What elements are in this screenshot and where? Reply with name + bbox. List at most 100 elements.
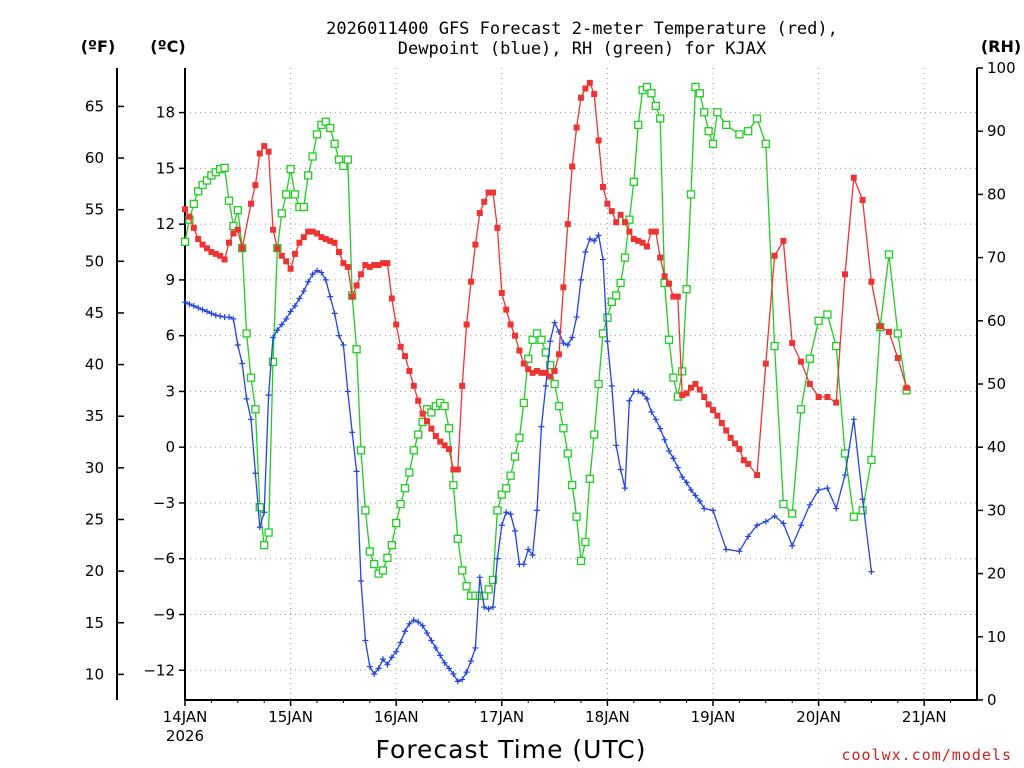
data-point bbox=[485, 189, 492, 196]
fahrenheit-tick-label: 30 bbox=[85, 459, 104, 477]
axes-layer bbox=[116, 68, 978, 701]
data-point bbox=[833, 399, 840, 406]
data-point bbox=[450, 466, 457, 473]
data-point bbox=[270, 334, 276, 341]
data-point bbox=[180, 237, 190, 246]
data-point bbox=[437, 438, 444, 445]
data-point bbox=[842, 472, 848, 479]
data-point bbox=[446, 446, 452, 453]
data-point bbox=[806, 501, 813, 508]
data-point bbox=[204, 245, 210, 252]
data-point bbox=[798, 522, 804, 529]
fahrenheit-tick-label: 65 bbox=[85, 97, 104, 115]
data-point bbox=[859, 496, 866, 503]
data-point bbox=[754, 522, 760, 529]
data-point bbox=[322, 276, 329, 283]
data-point bbox=[572, 512, 581, 521]
data-point bbox=[353, 468, 360, 475]
data-point bbox=[718, 420, 725, 427]
data-point bbox=[224, 196, 234, 205]
data-point bbox=[378, 566, 388, 575]
data-point bbox=[392, 518, 401, 528]
data-point bbox=[568, 480, 577, 490]
data-point bbox=[695, 89, 704, 98]
data-point bbox=[427, 408, 436, 417]
celsius-tick-label: −6 bbox=[153, 550, 175, 568]
data-point bbox=[199, 306, 206, 313]
data-point bbox=[358, 578, 364, 585]
data-point bbox=[488, 575, 498, 585]
data-point bbox=[622, 219, 628, 226]
data-point bbox=[388, 654, 395, 661]
data-point bbox=[366, 263, 373, 270]
data-point bbox=[683, 479, 690, 486]
data-point bbox=[459, 382, 466, 389]
data-point bbox=[603, 313, 612, 322]
data-point bbox=[833, 505, 840, 512]
data-point bbox=[468, 657, 474, 664]
data-point bbox=[233, 206, 242, 215]
series-line bbox=[184, 81, 908, 477]
data-point bbox=[326, 123, 335, 133]
data-point bbox=[349, 429, 356, 436]
data-point bbox=[538, 369, 545, 376]
rh-tick-label: 30 bbox=[987, 501, 1006, 519]
data-point bbox=[661, 436, 668, 443]
data-point bbox=[318, 234, 325, 241]
data-point bbox=[868, 278, 875, 285]
data-point bbox=[551, 367, 558, 374]
data-point bbox=[600, 183, 606, 190]
data-point bbox=[886, 328, 892, 335]
data-point bbox=[525, 546, 532, 553]
rh-tick-label: 100 bbox=[987, 59, 1016, 77]
data-point bbox=[656, 114, 665, 123]
data-point bbox=[221, 256, 228, 263]
data-point bbox=[290, 190, 300, 199]
data-point bbox=[639, 390, 646, 397]
data-point bbox=[560, 340, 567, 347]
data-point bbox=[503, 509, 510, 516]
series-line bbox=[184, 233, 873, 683]
data-point bbox=[327, 293, 334, 300]
data-point bbox=[752, 114, 762, 123]
data-point bbox=[432, 644, 439, 651]
data-point bbox=[696, 498, 703, 505]
data-point bbox=[661, 273, 668, 280]
data-point bbox=[182, 299, 188, 306]
date-tick-label: 17JAN bbox=[479, 708, 524, 726]
data-point bbox=[529, 552, 536, 559]
data-point bbox=[842, 271, 848, 278]
rh-tick-label: 10 bbox=[987, 628, 1006, 646]
data-point bbox=[644, 243, 650, 250]
data-point bbox=[647, 89, 656, 98]
rh-tick-label: 20 bbox=[987, 565, 1006, 583]
data-point bbox=[463, 669, 470, 676]
data-point bbox=[265, 392, 272, 399]
data-point bbox=[564, 221, 571, 228]
data-point bbox=[578, 94, 584, 101]
data-point bbox=[384, 661, 391, 668]
data-point bbox=[292, 302, 298, 309]
data-point bbox=[762, 518, 769, 525]
credit-text[interactable]: coolwx.com/models bbox=[841, 746, 1012, 764]
data-point bbox=[674, 464, 681, 471]
data-point bbox=[309, 271, 316, 278]
data-point bbox=[595, 232, 602, 239]
data-point bbox=[424, 630, 430, 637]
fahrenheit-unit-label: (ºF) bbox=[81, 37, 116, 56]
data-point bbox=[798, 358, 804, 365]
data-point bbox=[459, 676, 466, 683]
data-point bbox=[710, 507, 716, 514]
data-point bbox=[336, 249, 342, 256]
data-point bbox=[212, 312, 219, 319]
data-point bbox=[274, 327, 281, 334]
data-point bbox=[340, 341, 347, 348]
celsius-tick-label: 15 bbox=[156, 159, 175, 177]
data-point bbox=[708, 139, 718, 148]
data-point bbox=[428, 425, 435, 432]
data-point bbox=[806, 381, 813, 387]
celsius-tick-label: 6 bbox=[165, 327, 175, 345]
data-point bbox=[556, 351, 562, 358]
data-point bbox=[493, 506, 502, 515]
data-point bbox=[432, 433, 439, 440]
